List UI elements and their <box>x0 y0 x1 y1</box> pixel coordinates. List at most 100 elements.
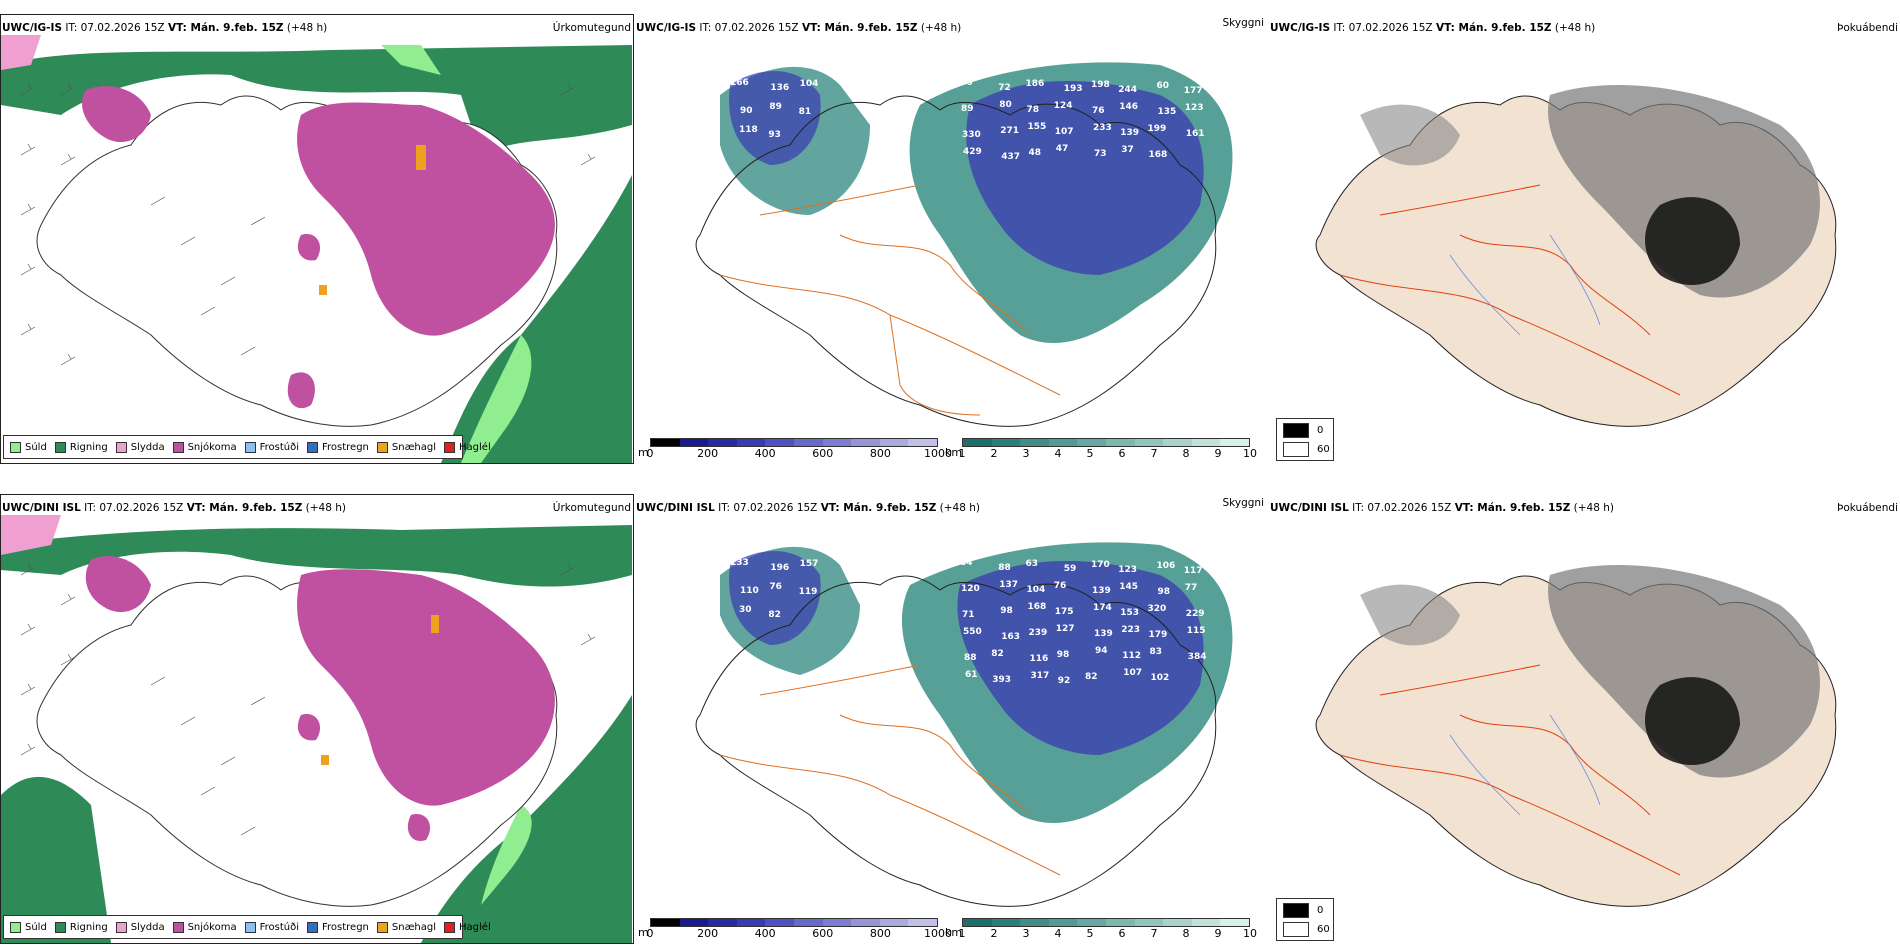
visibility-unit: km <box>945 926 963 939</box>
cloud-base-value: 77 <box>1185 583 1198 593</box>
lead-time: (+48 h) <box>286 22 328 34</box>
cloud-base-value: 89 <box>961 104 974 114</box>
cloud-base-value: 139 <box>1120 128 1139 138</box>
model-name: UWC/IG-IS <box>1270 22 1331 34</box>
colorbar-cell <box>793 439 823 446</box>
cloud-header: UWC/IG-IS IT: 07.02.2026 15Z VT: Mán. 9.… <box>636 22 961 35</box>
colorbar-ticks: 1 2 3 4 5 6 7 8 9 10 <box>959 927 1258 941</box>
colorbar-tick: 8 <box>1182 447 1190 460</box>
colorbar-cell <box>1020 439 1049 446</box>
cloud-base-value: 82 <box>768 610 781 620</box>
cloud-base-value: 155 <box>1028 122 1047 132</box>
cloud-base-value: 133 <box>730 558 749 568</box>
snow-pellet-patch <box>321 755 329 765</box>
colorbar-tick: 7 <box>1150 927 1158 940</box>
cloudbase-unit: m <box>638 926 649 939</box>
snow-spot-mid <box>297 714 321 741</box>
cloud-base-value: 330 <box>962 130 981 140</box>
iceland-outline <box>695 95 1217 427</box>
model-name: UWC/DINI ISL <box>2 502 81 514</box>
colorbar-cell <box>963 919 992 926</box>
model-name: UWC/IG-IS <box>2 22 63 34</box>
colorbar-cells <box>962 438 1250 447</box>
cloud-base-value: 98 <box>1057 650 1070 660</box>
cloud-base-value: 119 <box>799 587 818 597</box>
cloud-header: UWC/DINI ISL IT: 07.02.2026 15Z VT: Mán.… <box>636 502 980 515</box>
legend-item: Haglél <box>444 441 491 453</box>
drizzle-strip <box>381 45 441 75</box>
snow-spot-south <box>287 372 315 409</box>
cloud-base-value: 137 <box>999 580 1018 590</box>
cloud-base-value: 127 <box>1056 624 1075 634</box>
colorbar-cell <box>793 919 823 926</box>
precip-title: Úrkomutegund <box>552 502 631 514</box>
legend-swatch <box>307 441 318 453</box>
row-2: UWC/DINI ISL IT: 07.02.2026 15Z VT: Mán.… <box>0 480 1900 950</box>
init-time: IT: 07.02.2026 15Z <box>1352 502 1452 514</box>
colorbar-cell <box>1163 439 1192 446</box>
colorbar-cell <box>679 919 709 926</box>
cloud-base-value: 175 <box>1055 607 1074 617</box>
init-time: IT: 07.02.2026 15Z <box>65 22 165 34</box>
cloud-base-value: 59 <box>1064 564 1077 574</box>
cloud-base-value: 174 <box>1093 603 1112 613</box>
cloud-base-value: 384 <box>1188 652 1207 662</box>
colorbar-cell <box>651 919 680 926</box>
colorbar-ticks: 0 200 400 600 800 1000 <box>647 447 953 461</box>
cloud-base-value: 76 <box>1054 581 1067 591</box>
colorbar-tick: 5 <box>1086 927 1094 940</box>
cloud-base-value: 107 <box>1123 668 1142 678</box>
cloud-base-value: 104 <box>800 79 819 89</box>
river-network <box>1449 234 1601 336</box>
legend-item: Snæhagl <box>376 921 436 933</box>
model-name: UWC/DINI ISL <box>1270 502 1349 514</box>
cloud-base-value: 93 <box>768 130 781 140</box>
wind-barbs <box>20 83 596 366</box>
cloud-base-value: 161 <box>1186 129 1205 139</box>
colorbar-cell <box>1077 439 1106 446</box>
cloud-numbers: 133 196 157 110 76 119 30 82 84 88 63 59 170 123 106 11… <box>730 558 1207 686</box>
snow-spot-south <box>407 814 431 841</box>
fog-shading <box>1548 85 1820 298</box>
row-1: UWC/IG-IS IT: 07.02.2026 15Z VT: Mán. 9.… <box>0 0 1900 470</box>
colorbar-tick: 4 <box>1054 927 1062 940</box>
cloud-base-value: 96 <box>960 78 973 88</box>
legend-item: Rigning <box>54 921 108 933</box>
cloud-base-value: 320 <box>1148 604 1167 614</box>
colorbar-cell <box>765 919 794 926</box>
legend-item: Rigning <box>54 441 108 453</box>
valid-time: VT: Mán. 9.feb. 15Z <box>186 502 303 514</box>
cloud-base-value: 107 <box>1055 127 1074 137</box>
legend-item: Frostregn <box>307 441 369 453</box>
cloud-base-value: 199 <box>1148 124 1167 134</box>
snow-pellet-patch <box>431 615 439 633</box>
cloud-base-value: 393 <box>992 675 1011 685</box>
init-time: IT: 07.02.2026 15Z <box>699 22 799 34</box>
cloud-base-value: 37 <box>1121 145 1134 155</box>
cloud-base-value: 429 <box>963 147 982 157</box>
colorbar-tick: 1000 <box>924 927 952 940</box>
visibility-colorbar: 1 2 3 4 5 6 7 8 9 10 <box>959 438 1257 461</box>
legend-item: Súld <box>10 921 47 933</box>
colorbar-cell <box>908 439 937 446</box>
cloud-base-value: 78 <box>1027 105 1040 115</box>
cloud-base-value: 146 <box>1119 102 1138 112</box>
colorbar-cell <box>1048 919 1078 926</box>
colorbar-cell <box>651 439 680 446</box>
cloudbase-colorbar: 0 200 400 600 800 1000 <box>647 438 953 461</box>
colorbar-cell <box>1020 919 1049 926</box>
colorbar-cell <box>963 439 992 446</box>
cloud-title: Skyggni <box>1222 497 1265 509</box>
lead-time: (+48 h) <box>920 22 962 34</box>
road-network <box>719 184 1061 416</box>
colorbar-cell <box>908 919 937 926</box>
rain-area-north <box>1 525 632 587</box>
legend-swatch <box>115 441 127 453</box>
model-name: UWC/DINI ISL <box>636 502 715 514</box>
fog-legend: 0 60 <box>1276 898 1334 941</box>
cloud-base-value: 229 <box>1186 609 1205 619</box>
fog-header: UWC/DINI ISL IT: 07.02.2026 15Z VT: Mán.… <box>1270 502 1614 515</box>
cloud-base-value: 82 <box>991 649 1004 659</box>
cloud-base-value: 233 <box>1093 123 1112 133</box>
precip-map <box>1 35 632 463</box>
